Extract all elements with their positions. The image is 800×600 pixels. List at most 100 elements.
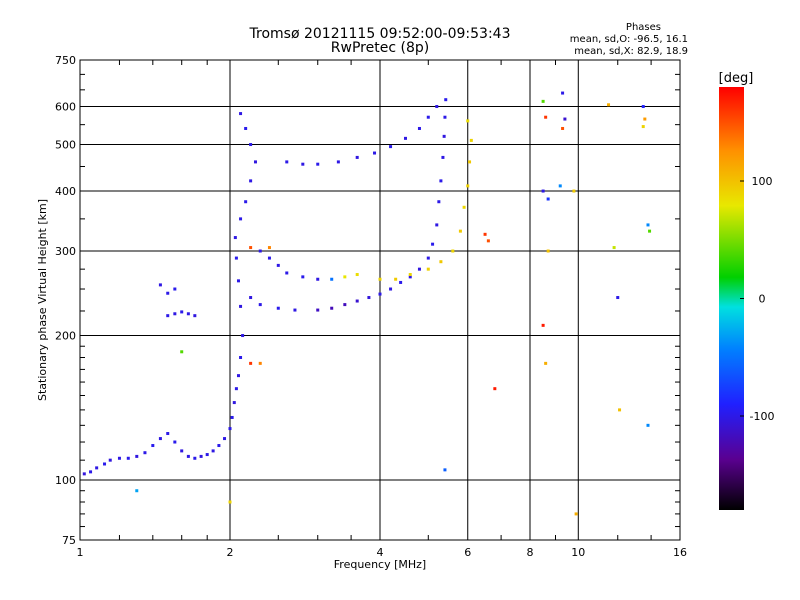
data-point xyxy=(408,275,412,279)
data-point xyxy=(444,98,448,102)
data-point xyxy=(151,444,155,448)
data-point xyxy=(316,162,320,166)
data-point xyxy=(253,160,257,164)
x-tick-label: 8 xyxy=(527,546,534,559)
data-point xyxy=(442,134,446,138)
data-point xyxy=(236,374,240,378)
data-point xyxy=(546,197,550,201)
data-point xyxy=(244,200,248,204)
data-point xyxy=(166,314,170,318)
data-point xyxy=(466,119,470,123)
data-point xyxy=(173,440,177,444)
data-point xyxy=(232,401,236,405)
data-point xyxy=(607,103,611,107)
data-point xyxy=(230,415,234,419)
data-point xyxy=(193,456,197,460)
data-point xyxy=(241,334,245,338)
data-point xyxy=(373,151,377,155)
data-point xyxy=(135,454,139,458)
data-point xyxy=(186,454,190,458)
data-point xyxy=(612,246,616,250)
data-point xyxy=(89,470,93,474)
data-point xyxy=(236,279,240,283)
data-point xyxy=(330,306,334,310)
data-point xyxy=(443,468,447,472)
data-point xyxy=(541,323,545,327)
data-point xyxy=(166,432,170,436)
data-point xyxy=(267,246,271,250)
data-point xyxy=(439,260,443,264)
data-point xyxy=(483,232,487,236)
data-point xyxy=(180,310,184,314)
data-point xyxy=(95,466,99,470)
data-point xyxy=(544,361,548,365)
data-point xyxy=(643,117,647,121)
y-tick-label: 500 xyxy=(55,139,76,152)
data-point xyxy=(443,115,447,119)
data-point xyxy=(462,205,466,209)
phases-stats-x-mode: mean, sd,X: 82.9, 18.9 xyxy=(574,46,688,57)
data-point xyxy=(217,444,221,448)
data-point xyxy=(493,387,497,391)
data-point xyxy=(234,387,238,391)
data-point xyxy=(199,454,203,458)
data-point xyxy=(223,437,227,441)
data-point xyxy=(158,283,162,287)
phases-stats-o-mode: mean, sd,O: -96.5, 16.1 xyxy=(569,34,688,45)
data-point xyxy=(451,249,455,253)
data-point xyxy=(180,449,184,453)
data-point xyxy=(336,160,340,164)
y-tick-label: 200 xyxy=(55,330,76,343)
data-point xyxy=(541,189,545,193)
data-point xyxy=(205,453,209,457)
data-point xyxy=(426,267,430,271)
data-point xyxy=(316,308,320,312)
data-point xyxy=(135,489,139,493)
data-point xyxy=(249,179,253,183)
y-tick-label: 100 xyxy=(55,474,76,487)
data-point xyxy=(394,277,398,281)
data-point xyxy=(541,99,545,103)
data-point xyxy=(466,184,470,188)
data-point xyxy=(641,125,645,129)
data-point xyxy=(439,179,443,183)
data-point xyxy=(234,256,238,260)
data-point xyxy=(389,287,393,291)
colorbar-tick-label: 100 xyxy=(752,175,773,188)
data-point xyxy=(126,456,130,460)
data-point xyxy=(158,437,162,441)
x-tick-label: 2 xyxy=(227,546,234,559)
data-point xyxy=(441,155,445,159)
data-point xyxy=(469,138,473,142)
axis-ticks: 1 2 4 6 8 10 16 75 100 200 300 400 500 600 750 xyxy=(55,54,687,559)
chart-title: Tromsø 20121115 09:52:00-09:53:43 xyxy=(249,26,511,42)
data-point xyxy=(417,267,421,271)
data-point xyxy=(193,314,197,318)
x-tick-label: 16 xyxy=(673,546,687,559)
data-point xyxy=(646,423,650,427)
data-point xyxy=(563,117,567,121)
data-point xyxy=(558,184,562,188)
data-point xyxy=(239,112,243,116)
x-tick-label: 6 xyxy=(464,546,471,559)
data-point xyxy=(285,271,289,275)
data-point xyxy=(426,115,430,119)
data-point xyxy=(544,115,548,119)
data-point xyxy=(378,292,382,296)
y-tick-label: 75 xyxy=(62,534,76,547)
data-point xyxy=(180,350,184,354)
data-point xyxy=(355,273,359,277)
grid-lines xyxy=(79,59,681,541)
data-point xyxy=(343,303,347,307)
data-point xyxy=(239,304,243,308)
colorbar-tick-label: -100 xyxy=(750,410,775,423)
data-point xyxy=(117,456,121,460)
data-point xyxy=(378,277,382,281)
data-point xyxy=(546,249,550,253)
data-point xyxy=(343,275,347,279)
data-point xyxy=(616,296,620,300)
y-tick-label: 400 xyxy=(55,185,76,198)
data-point xyxy=(367,296,371,300)
x-tick-label: 1 xyxy=(77,546,84,559)
data-point xyxy=(417,126,421,130)
